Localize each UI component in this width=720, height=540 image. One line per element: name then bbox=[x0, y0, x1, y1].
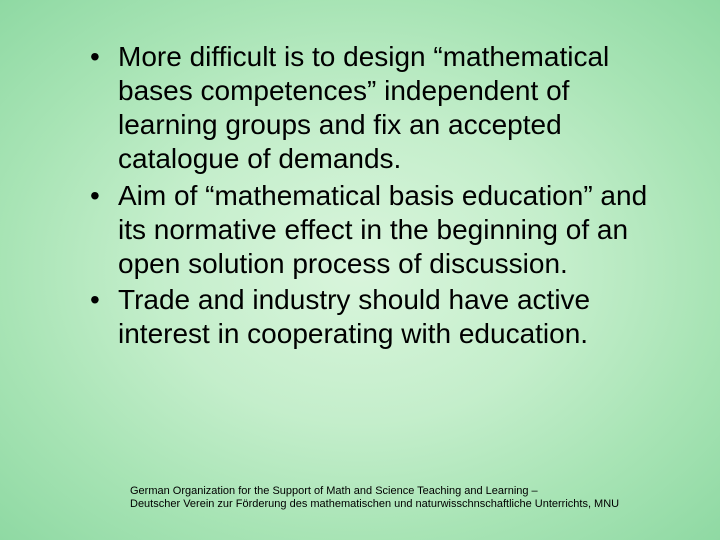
bullet-item: Aim of “mathematical basis education” an… bbox=[90, 179, 660, 281]
footer-line: Deutscher Verein zur Förderung des mathe… bbox=[130, 498, 619, 512]
footer-text: German Organization for the Support of M… bbox=[130, 485, 619, 513]
bullet-list: More difficult is to design “mathematica… bbox=[60, 40, 660, 351]
slide: More difficult is to design “mathematica… bbox=[0, 0, 720, 540]
bullet-item: More difficult is to design “mathematica… bbox=[90, 40, 660, 177]
footer-line: German Organization for the Support of M… bbox=[130, 485, 619, 499]
bullet-item: Trade and industry should have active in… bbox=[90, 283, 660, 351]
